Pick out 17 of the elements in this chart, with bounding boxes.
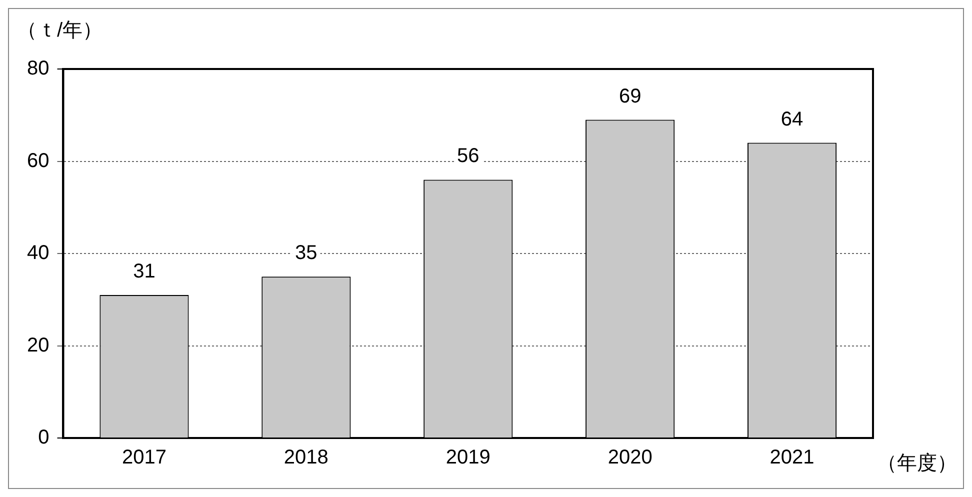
y-tick-label: 0 (38, 426, 50, 449)
y-tick-label: 40 (26, 242, 50, 264)
y-tick-label: 60 (26, 150, 50, 172)
y-tick-label: 80 (26, 58, 50, 80)
y-axis-title: （ｔ/年） (17, 20, 103, 42)
x-tick-label: 2017 (122, 446, 166, 469)
x-tick-label: 2019 (446, 446, 490, 469)
data-label: 64 (780, 108, 804, 130)
x-tick-label: 2020 (608, 446, 652, 469)
y-tick-label: 20 (26, 334, 50, 356)
data-label: 31 (133, 260, 156, 283)
data-label: 56 (457, 145, 480, 168)
x-tick-label: 2021 (770, 446, 814, 469)
data-label: 35 (295, 242, 318, 264)
x-tick-label: 2018 (284, 446, 328, 469)
x-axis-title: （年度） (877, 452, 957, 475)
data-label: 69 (618, 85, 642, 108)
